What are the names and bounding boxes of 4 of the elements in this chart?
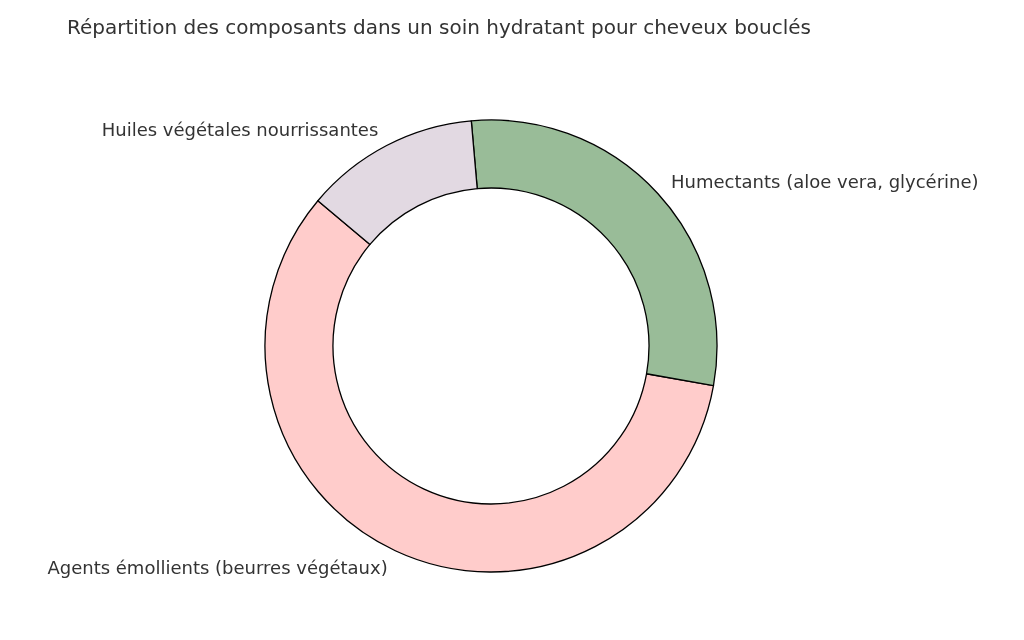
slice-label: Huiles végétales nourrissantes (101, 119, 379, 141)
slice-label: Agents émollients (beurres végétaux) (47, 556, 388, 578)
chart-title: Répartition des composants dans un soin hydratant pour cheveux bouclés (67, 15, 812, 39)
slice-label: Humectants (aloe vera, glycérine) (671, 170, 979, 192)
